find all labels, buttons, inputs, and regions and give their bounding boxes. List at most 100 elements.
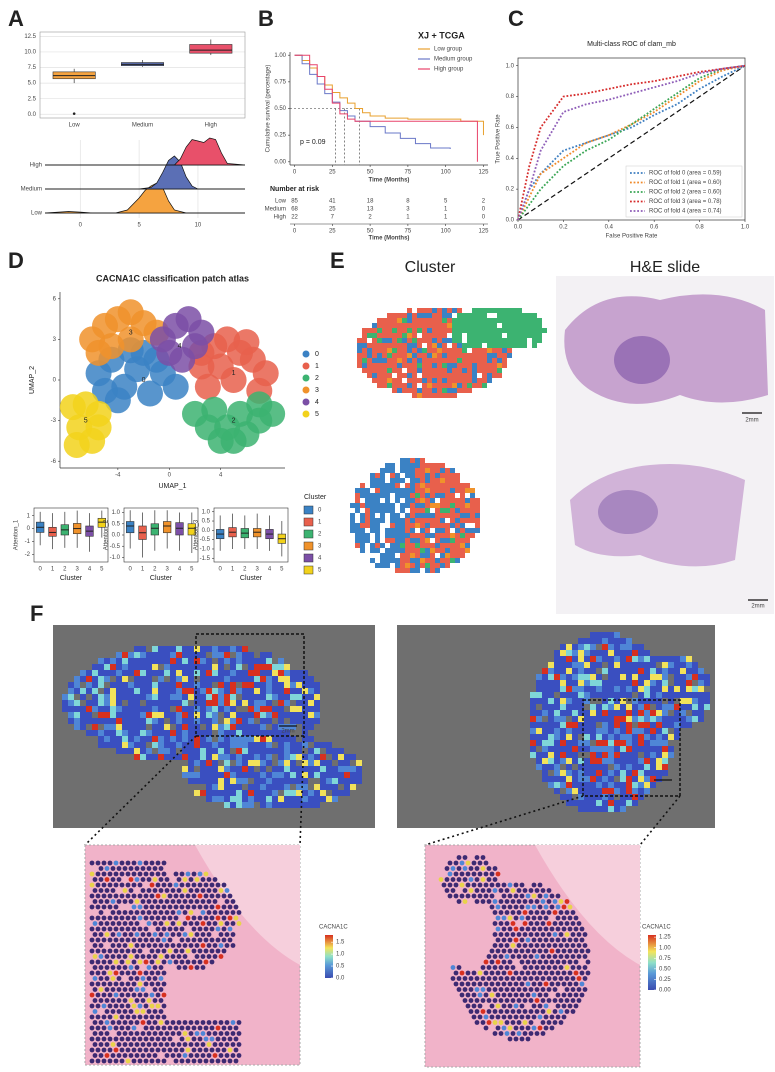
spot bbox=[564, 965, 570, 970]
spot bbox=[570, 998, 576, 1003]
expression-cell bbox=[584, 698, 590, 704]
cluster-cell bbox=[532, 328, 537, 333]
expression-cell bbox=[662, 680, 668, 686]
expression-cell bbox=[182, 766, 188, 772]
spot bbox=[468, 888, 474, 893]
cluster-cell bbox=[492, 363, 497, 368]
spot bbox=[555, 959, 561, 965]
expression-cell bbox=[650, 662, 656, 668]
spot bbox=[149, 959, 155, 965]
cluster-cell bbox=[370, 543, 375, 548]
spot bbox=[152, 888, 158, 893]
expression-cell bbox=[602, 710, 608, 716]
expression-cell bbox=[206, 772, 212, 778]
expression-cell bbox=[236, 688, 242, 694]
expression-cell bbox=[602, 806, 608, 812]
spot bbox=[95, 1014, 101, 1020]
spot bbox=[486, 954, 492, 959]
spot bbox=[203, 893, 209, 899]
spot bbox=[474, 866, 480, 871]
expression-cell bbox=[590, 680, 596, 686]
expression-cell bbox=[578, 716, 584, 722]
expression-cell bbox=[224, 706, 230, 712]
cluster-cell bbox=[382, 368, 387, 373]
expression-cell bbox=[620, 692, 626, 698]
cluster-cell bbox=[375, 563, 380, 568]
legend-label: Medium group bbox=[434, 57, 473, 63]
spot bbox=[134, 1009, 140, 1014]
expression-cell bbox=[638, 788, 644, 794]
legend-label: 1 bbox=[318, 520, 322, 526]
legend-label: 5 bbox=[318, 568, 322, 574]
cluster-cell bbox=[435, 563, 440, 568]
cluster-cell bbox=[435, 478, 440, 483]
cluster-cell bbox=[372, 368, 377, 373]
cluster-cell bbox=[457, 373, 462, 378]
cluster-cell bbox=[397, 313, 402, 318]
expression-cell bbox=[128, 712, 134, 718]
cluster-cell bbox=[415, 563, 420, 568]
spot bbox=[194, 899, 200, 904]
expression-cell bbox=[134, 730, 140, 736]
expression-cell bbox=[104, 676, 110, 682]
expression-cell bbox=[584, 638, 590, 644]
spot bbox=[167, 1025, 173, 1031]
spot bbox=[495, 970, 501, 976]
spot bbox=[185, 1036, 191, 1042]
expression-cell bbox=[278, 724, 284, 730]
expression-cell bbox=[620, 800, 626, 806]
expression-cell bbox=[584, 782, 590, 788]
cluster-cell bbox=[412, 393, 417, 398]
spot bbox=[543, 981, 549, 987]
expression-cell bbox=[122, 694, 128, 700]
expression-cell bbox=[128, 730, 134, 736]
spot bbox=[104, 899, 110, 904]
expression-cell bbox=[272, 730, 278, 736]
spot bbox=[519, 1014, 525, 1020]
legend-label: ROC of fold 1 (area = 0.60) bbox=[649, 180, 722, 186]
spot bbox=[495, 948, 501, 954]
y-axis-label: Attention_3 bbox=[194, 519, 200, 550]
x-tick-label: Low bbox=[69, 123, 81, 129]
expression-cell bbox=[614, 752, 620, 758]
cluster-cell bbox=[442, 368, 447, 373]
cluster-cell bbox=[422, 308, 427, 313]
expression-cell bbox=[254, 790, 260, 796]
expression-cell bbox=[236, 700, 242, 706]
expression-cell bbox=[650, 746, 656, 752]
cluster-cell bbox=[462, 338, 467, 343]
table-title: Number at risk bbox=[270, 186, 319, 193]
expression-cell bbox=[674, 662, 680, 668]
expression-cell bbox=[188, 766, 194, 772]
spot bbox=[113, 937, 119, 943]
spot bbox=[495, 871, 501, 877]
expression-cell bbox=[248, 676, 254, 682]
expression-cell bbox=[602, 782, 608, 788]
cluster-cell bbox=[460, 533, 465, 538]
spot bbox=[221, 915, 227, 921]
spot bbox=[128, 998, 134, 1003]
cluster-cell bbox=[387, 368, 392, 373]
expression-cell bbox=[104, 736, 110, 742]
expression-cell bbox=[260, 778, 266, 784]
legend-label: High group bbox=[434, 67, 464, 73]
spot bbox=[152, 899, 158, 904]
spot bbox=[495, 959, 501, 965]
spot bbox=[450, 965, 456, 970]
spot bbox=[555, 948, 561, 954]
expression-cell bbox=[284, 760, 290, 766]
cluster-cell bbox=[482, 358, 487, 363]
spot bbox=[465, 970, 471, 976]
cluster-cell bbox=[450, 558, 455, 563]
expression-cell bbox=[278, 688, 284, 694]
x-tick-label: 5 bbox=[100, 567, 104, 573]
y-tick-label: 0.5 bbox=[112, 521, 121, 527]
spot bbox=[221, 893, 227, 899]
expression-cell bbox=[128, 742, 134, 748]
expression-cell bbox=[122, 718, 128, 724]
expression-cell bbox=[590, 782, 596, 788]
spot bbox=[149, 893, 155, 899]
expression-cell bbox=[656, 692, 662, 698]
cluster-cell bbox=[427, 373, 432, 378]
expression-cell bbox=[254, 670, 260, 676]
